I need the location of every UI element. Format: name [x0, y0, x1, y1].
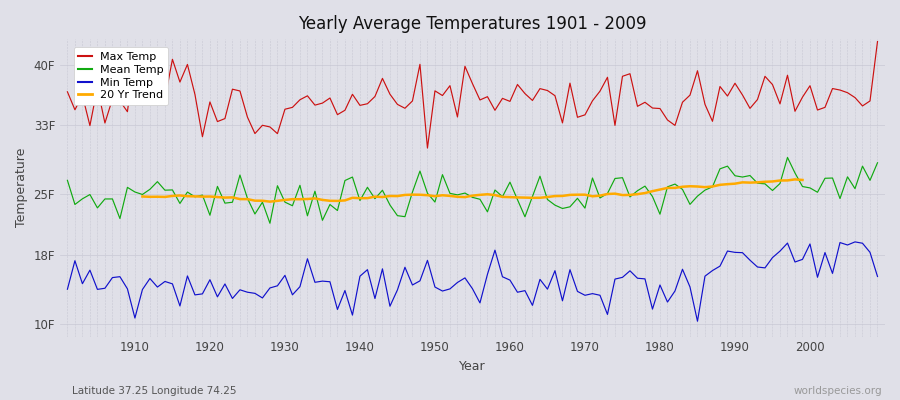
X-axis label: Year: Year — [459, 360, 486, 373]
Text: Latitude 37.25 Longitude 74.25: Latitude 37.25 Longitude 74.25 — [72, 386, 237, 396]
Title: Yearly Average Temperatures 1901 - 2009: Yearly Average Temperatures 1901 - 2009 — [298, 15, 647, 33]
Legend: Max Temp, Mean Temp, Min Temp, 20 Yr Trend: Max Temp, Mean Temp, Min Temp, 20 Yr Tre… — [74, 47, 168, 105]
Y-axis label: Temperature: Temperature — [15, 148, 28, 227]
Text: worldspecies.org: worldspecies.org — [794, 386, 882, 396]
